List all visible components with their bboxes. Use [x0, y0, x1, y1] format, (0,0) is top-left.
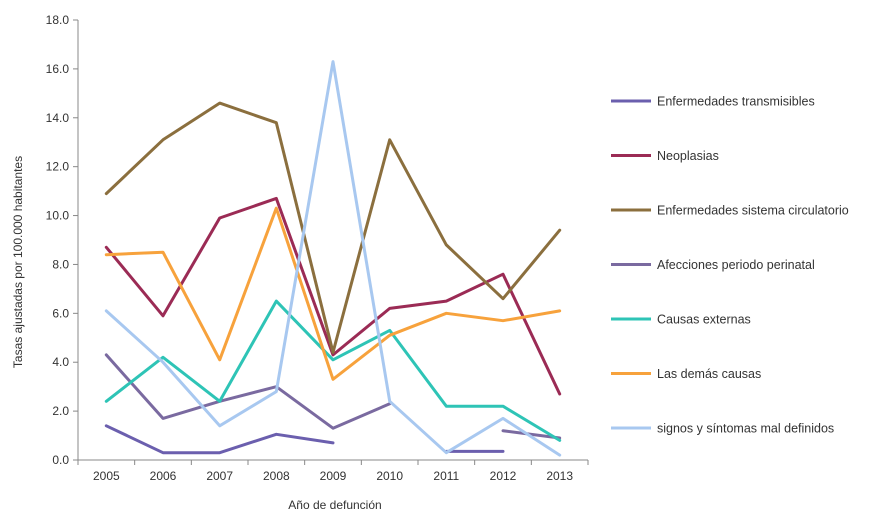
legend-label: Causas externas	[657, 313, 751, 327]
series-line-2	[104, 196, 562, 396]
x-tick-label: 2011	[433, 469, 459, 483]
y-tick-label: 16.0	[46, 62, 70, 76]
x-tick-label: 2006	[150, 469, 177, 483]
y-tick-label: 14.0	[46, 111, 70, 125]
series-line-6	[104, 206, 562, 381]
y-tick-label: 6.0	[52, 306, 69, 320]
x-tick-label: 2005	[93, 469, 120, 483]
x-axis-title: Año de defunción	[288, 498, 381, 512]
y-tick-label: 2.0	[52, 404, 69, 418]
x-tick-label: 2007	[206, 469, 233, 483]
series-layer	[104, 60, 562, 457]
y-tick-label: 8.0	[52, 257, 69, 271]
y-tick-label: 4.0	[52, 355, 69, 369]
legend-label: Neoplasias	[657, 149, 719, 163]
y-tick-label: 18.0	[46, 13, 70, 27]
x-tick-label: 2013	[546, 469, 573, 483]
series-line-7	[104, 60, 562, 457]
legend-label: Enfermedades transmisibles	[657, 95, 815, 109]
x-tick-label: 2012	[490, 469, 517, 483]
legend: Enfermedades transmisibles Neoplasias Enfe…	[611, 95, 849, 436]
legend-label: signos y síntomas mal definidos	[657, 422, 834, 436]
axes: 0.0 2.0 4.0 6.0 8.0 10.0 12.0 14.0 16.0 18.0 2005 2…	[46, 13, 589, 483]
y-tick-label: 0.0	[52, 453, 69, 467]
series-line-4	[104, 353, 392, 430]
series-line-5	[104, 299, 562, 442]
legend-label: Enfermedades sistema circulatorio	[657, 204, 849, 218]
x-tick-label: 2010	[376, 469, 403, 483]
series-line-1	[104, 424, 335, 455]
x-tick-label: 2008	[263, 469, 290, 483]
y-tick-label: 12.0	[46, 160, 70, 174]
y-tick-label: 10.0	[46, 209, 70, 223]
series-line-3	[104, 101, 562, 354]
legend-label: Las demás causas	[657, 367, 761, 381]
x-tick-label: 2009	[320, 469, 347, 483]
legend-label: Afecciones periodo perinatal	[657, 258, 815, 272]
series-line-4	[501, 429, 562, 440]
y-axis-title: Tasas ajustadas por 100.000 habitantes	[11, 156, 25, 368]
